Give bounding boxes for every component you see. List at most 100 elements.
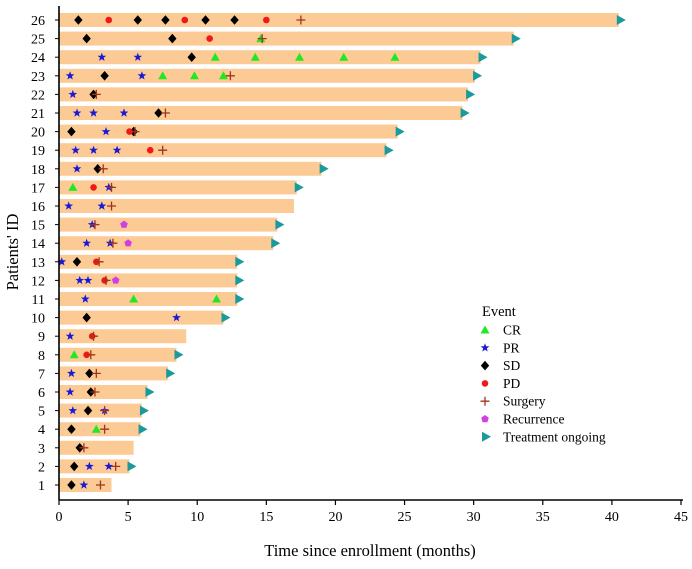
marker-pd-patient-19: [146, 146, 154, 154]
axes: 1234567891011121314151617181920212223242…: [31, 6, 688, 525]
marker-surgery-patient-12: [101, 275, 111, 285]
marker-sd-patient-26: [230, 15, 239, 25]
y-tick-label: 25: [31, 33, 45, 48]
marker-surgery-patient-14: [108, 238, 118, 248]
marker-pd-patient-25: [206, 35, 213, 42]
legend-label-cr: CR: [503, 323, 521, 338]
x-tick-label: 30: [467, 510, 481, 525]
legend-marker-sd: [480, 360, 490, 371]
event-markers: [57, 15, 626, 490]
marker-surgery-patient-26: [296, 15, 306, 25]
marker-sd-patient-26: [74, 15, 83, 25]
bar-patient-24: [59, 50, 481, 65]
marker-pd-patient-26: [181, 16, 189, 24]
marker-pr-patient-19: [89, 145, 98, 154]
legend-label-sd: SD: [503, 358, 521, 373]
marker-cr-patient-24: [250, 52, 260, 61]
legend-label-pr: PR: [503, 340, 520, 355]
marker-sd-patient-20: [67, 126, 76, 137]
x-tick-label: 40: [605, 510, 619, 525]
bar-patient-17: [59, 180, 297, 195]
y-tick-label: 26: [31, 14, 45, 29]
marker-pr-patient-6: [65, 387, 75, 396]
legend-marker-recurrence: [481, 415, 489, 423]
bar-patient-13: [59, 254, 238, 269]
marker-pr-patient-5: [68, 406, 78, 415]
marker-sd-patient-13: [72, 257, 82, 267]
x-tick-label: 35: [536, 510, 550, 525]
marker-cr-patient-24: [390, 52, 400, 61]
marker-surgery-patient-19: [158, 145, 168, 155]
marker-pr-patient-1: [79, 480, 89, 489]
bar-patient-26: [59, 13, 619, 27]
bar-patient-20: [59, 124, 398, 139]
legend-marker-surgery: [480, 396, 490, 406]
bar-patient-23: [59, 68, 476, 83]
marker-cr-patient-23: [189, 71, 199, 80]
marker-pr-patient-11: [80, 294, 90, 303]
x-tick-label: 45: [674, 510, 688, 525]
marker-sd-patient-10: [82, 312, 91, 323]
marker-pr-patient-14: [82, 238, 91, 247]
y-tick-label: 14: [31, 237, 45, 252]
marker-sd-patient-26: [133, 15, 142, 25]
bar-patient-11: [59, 292, 238, 306]
y-tick-label: 12: [31, 274, 45, 289]
marker-pr-patient-22: [68, 89, 78, 99]
marker-recurrence-patient-15: [120, 220, 128, 228]
marker-surgery-patient-15: [90, 220, 100, 230]
marker-pr-patient-24: [97, 52, 107, 61]
x-axis-label: Time since enrollment (months): [264, 541, 476, 560]
y-tick-label: 3: [38, 442, 45, 457]
marker-pr-patient-12: [75, 275, 85, 285]
legend-label-recurrence: Recurrence: [503, 412, 564, 427]
bar-patient-16: [59, 199, 294, 213]
y-tick-label: 15: [31, 219, 45, 234]
marker-surgery-patient-22: [91, 89, 101, 99]
marker-ongoing-patient-13: [235, 256, 245, 267]
y-tick-label: 8: [38, 349, 45, 364]
bar-patient-3: [59, 440, 134, 455]
marker-ongoing-patient-20: [395, 126, 405, 137]
marker-surgery-patient-16: [107, 201, 117, 211]
marker-ongoing-patient-10: [221, 312, 231, 323]
marker-cr-patient-11: [129, 294, 139, 303]
marker-pr-patient-16: [64, 201, 74, 210]
bar-patient-2: [59, 459, 130, 474]
bar-patient-4: [59, 422, 141, 437]
marker-pr-patient-20: [101, 127, 111, 136]
x-tick-label: 25: [398, 510, 412, 525]
marker-recurrence-patient-12: [111, 276, 120, 284]
marker-pr-patient-13: [57, 257, 67, 266]
y-tick-label: 16: [31, 200, 45, 215]
bar-patient-25: [59, 31, 514, 46]
marker-sd-patient-5: [83, 405, 93, 416]
marker-ongoing-patient-7: [166, 368, 176, 379]
marker-sd-patient-25: [82, 33, 91, 44]
marker-ongoing-patient-2: [127, 461, 137, 472]
marker-ongoing-patient-19: [384, 145, 394, 156]
marker-cr-patient-24: [339, 52, 349, 61]
marker-ongoing-patient-18: [319, 163, 329, 174]
marker-pr-patient-16: [97, 201, 107, 210]
y-tick-label: 24: [31, 51, 45, 66]
marker-cr-patient-8: [69, 350, 79, 359]
marker-cr-patient-24: [210, 52, 220, 61]
bar-patient-19: [59, 143, 387, 158]
marker-ongoing-patient-8: [174, 349, 184, 360]
y-tick-label: 21: [31, 107, 45, 122]
marker-surgery-patient-23: [225, 71, 235, 81]
x-tick-label: 15: [259, 510, 273, 525]
y-tick-label: 19: [31, 144, 45, 159]
marker-surgery-patient-20: [130, 127, 140, 137]
y-tick-label: 9: [38, 330, 45, 345]
bar-patient-10: [59, 310, 224, 325]
y-axis-label: Patients' ID: [3, 214, 22, 291]
y-tick-label: 20: [31, 126, 45, 141]
marker-pr-patient-24: [133, 52, 143, 61]
marker-surgery-patient-18: [98, 164, 108, 174]
marker-pr-patient-21: [119, 108, 129, 117]
marker-cr-patient-4: [91, 424, 101, 433]
bar-patient-9: [59, 329, 187, 344]
x-tick-label: 5: [125, 510, 132, 525]
